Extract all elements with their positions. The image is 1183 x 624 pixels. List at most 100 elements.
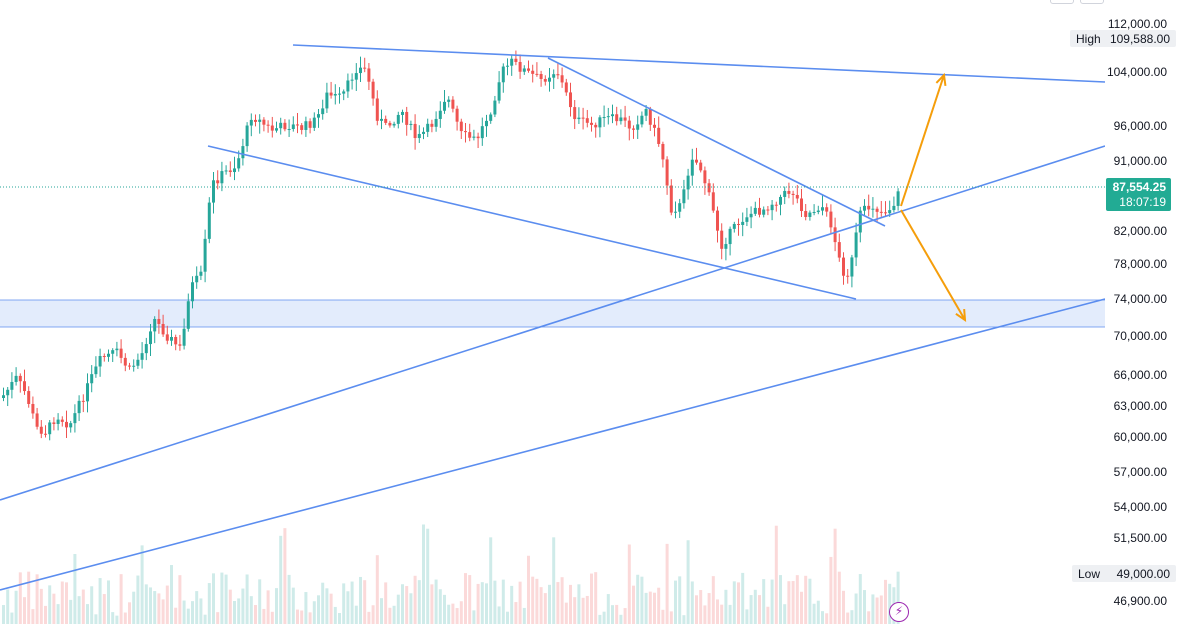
volume-bar <box>170 565 173 624</box>
candle <box>690 148 694 186</box>
volume-bar <box>375 555 379 624</box>
volume-bar <box>212 573 215 624</box>
candle <box>220 161 224 192</box>
candle <box>165 325 169 345</box>
volume-bar <box>863 590 866 624</box>
candle <box>405 106 409 136</box>
candle <box>39 420 43 439</box>
volume-bar <box>745 609 749 624</box>
volume-bar <box>577 584 581 624</box>
volume-bar <box>627 544 631 624</box>
volume-bar <box>846 612 850 624</box>
candle <box>455 105 459 131</box>
volume-bar <box>249 596 253 624</box>
volume-bar <box>77 596 81 624</box>
candle <box>86 373 89 413</box>
candle <box>23 369 26 395</box>
candle <box>783 186 787 205</box>
volume-bar <box>728 604 732 624</box>
candle <box>249 113 253 137</box>
volume-bar <box>384 582 388 624</box>
high-tag: High 109,588.00 <box>1070 30 1176 47</box>
volume-bar <box>447 604 451 624</box>
candle <box>522 65 526 75</box>
volume-bar <box>858 574 862 624</box>
volume-bar <box>543 593 547 624</box>
volume-bar <box>581 597 585 624</box>
volume-bar <box>665 543 669 624</box>
volume-bar <box>590 573 593 624</box>
volume-bar <box>123 612 127 624</box>
volume-bar <box>850 610 854 624</box>
volume-bar <box>48 585 52 624</box>
candle <box>98 348 102 377</box>
volume-bar <box>81 589 85 624</box>
candle <box>174 334 178 351</box>
candle <box>438 101 442 128</box>
candle <box>489 112 493 124</box>
volume-bar <box>535 578 539 624</box>
candle <box>854 222 858 267</box>
high-value: 109,588.00 <box>1110 32 1170 46</box>
candle <box>884 201 887 217</box>
low-label: Low <box>1078 567 1100 581</box>
candle <box>871 197 875 218</box>
candle <box>472 129 476 141</box>
toolbar-button[interactable] <box>1080 0 1104 4</box>
candle <box>149 323 152 356</box>
candle <box>535 62 539 77</box>
candle <box>350 73 354 90</box>
volume-bar <box>539 587 543 624</box>
candle <box>325 82 329 113</box>
candle <box>291 116 295 132</box>
volume-bar <box>518 581 522 624</box>
volume-bar <box>430 584 434 624</box>
volume-bars <box>2 524 900 624</box>
toolbar-button[interactable] <box>1050 0 1074 4</box>
candle <box>73 404 77 433</box>
candle <box>879 200 883 217</box>
candle <box>611 104 614 124</box>
candle <box>296 112 299 134</box>
candle <box>833 217 837 252</box>
volume-bar <box>527 555 530 624</box>
volume-bar <box>472 610 476 624</box>
volume-bar <box>758 595 761 624</box>
volume-bar <box>39 588 43 624</box>
candle <box>812 204 816 216</box>
candle <box>77 395 81 421</box>
volume-bar <box>207 583 211 624</box>
candle <box>577 107 581 124</box>
candle <box>144 337 148 361</box>
candle <box>867 194 871 217</box>
volume-bar <box>443 594 446 624</box>
candle <box>312 112 316 131</box>
candle <box>90 365 94 393</box>
volume-bar <box>35 574 39 624</box>
volume-bar <box>413 575 417 624</box>
volume-bar <box>879 595 883 624</box>
candle <box>779 194 782 216</box>
candle <box>241 138 245 166</box>
lightning-icon[interactable]: ⚡ <box>889 602 909 622</box>
volume-bar <box>312 601 316 624</box>
volume-bar <box>237 598 241 624</box>
candle <box>665 156 669 195</box>
candle <box>123 353 127 372</box>
candle <box>863 199 866 217</box>
volume-bar <box>182 600 186 624</box>
volume-bar <box>359 576 362 624</box>
candle <box>770 199 774 221</box>
candle <box>128 362 131 370</box>
candle <box>371 78 375 106</box>
candle <box>573 100 577 130</box>
candle <box>619 109 623 125</box>
volume-bar <box>266 590 270 624</box>
volume-bar <box>720 604 724 624</box>
volume-bar <box>783 604 787 624</box>
volume-bar <box>409 593 413 624</box>
price-tick-label: 46,900.00 <box>1114 594 1168 608</box>
trendlines <box>0 44 1106 591</box>
volume-bar <box>144 584 148 624</box>
